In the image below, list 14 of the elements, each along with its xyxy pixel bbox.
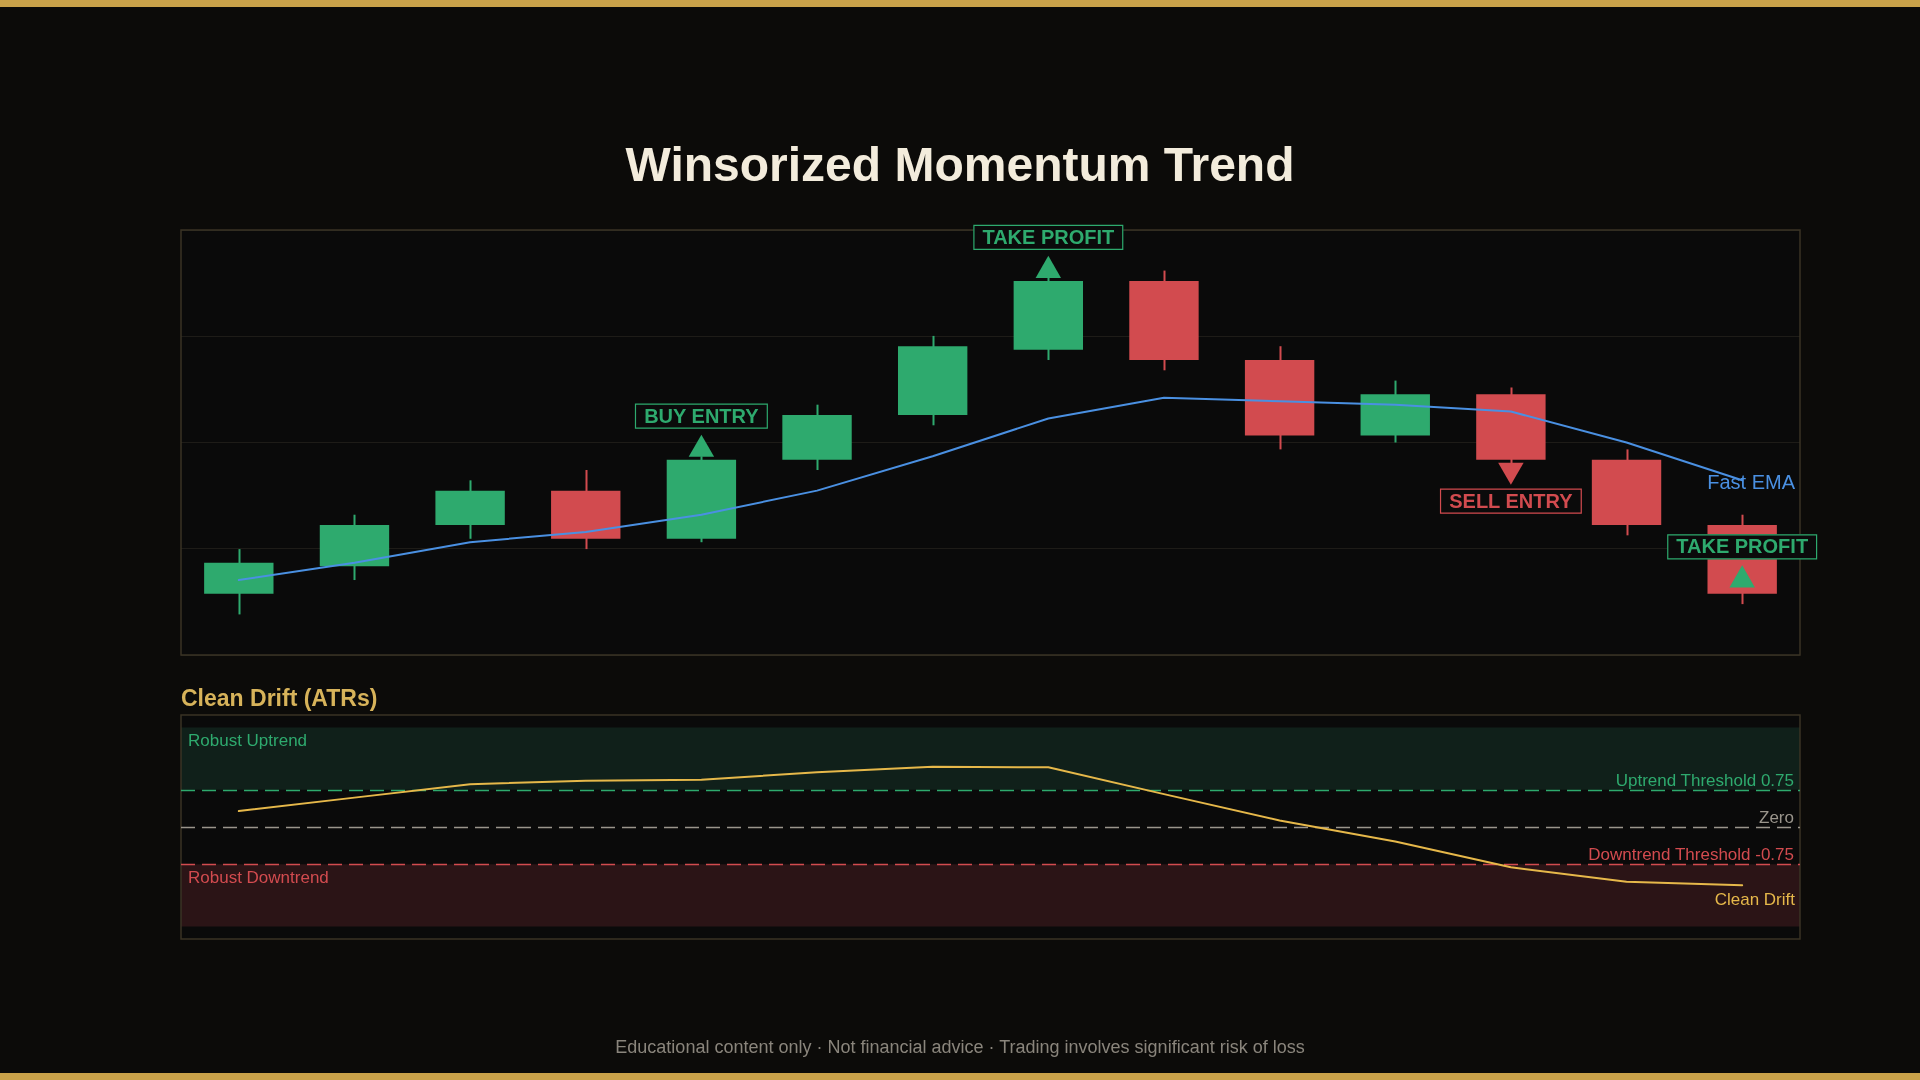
series-label: TAKE PROFIT — [982, 225, 1115, 248]
series-label: BUY ENTRY — [644, 404, 760, 427]
chart-title: Clean Drift (ATRs) — [181, 685, 379, 711]
series-label: SELL ENTRY — [1449, 489, 1574, 512]
series-label: Clean Drift — [1714, 889, 1796, 909]
text: TAKE PROFIT — [1676, 535, 1809, 558]
series-label: Fast EMA — [1707, 470, 1796, 493]
chart-title: Winsorized Momentum Trend — [624, 137, 1296, 193]
ref-line-label: Downtrend Threshold -0.75 — [1588, 845, 1794, 865]
ref-line-label: Uptrend Threshold 0.75 — [1615, 770, 1794, 790]
text: Educational content only · Not financial advice · Trading involves significant risk of loss — [614, 1036, 1306, 1059]
band-label: Robust Downtrend — [188, 868, 329, 888]
ref-line-label: Zero — [1759, 808, 1794, 827]
band-label: Robust Uptrend — [188, 731, 308, 751]
